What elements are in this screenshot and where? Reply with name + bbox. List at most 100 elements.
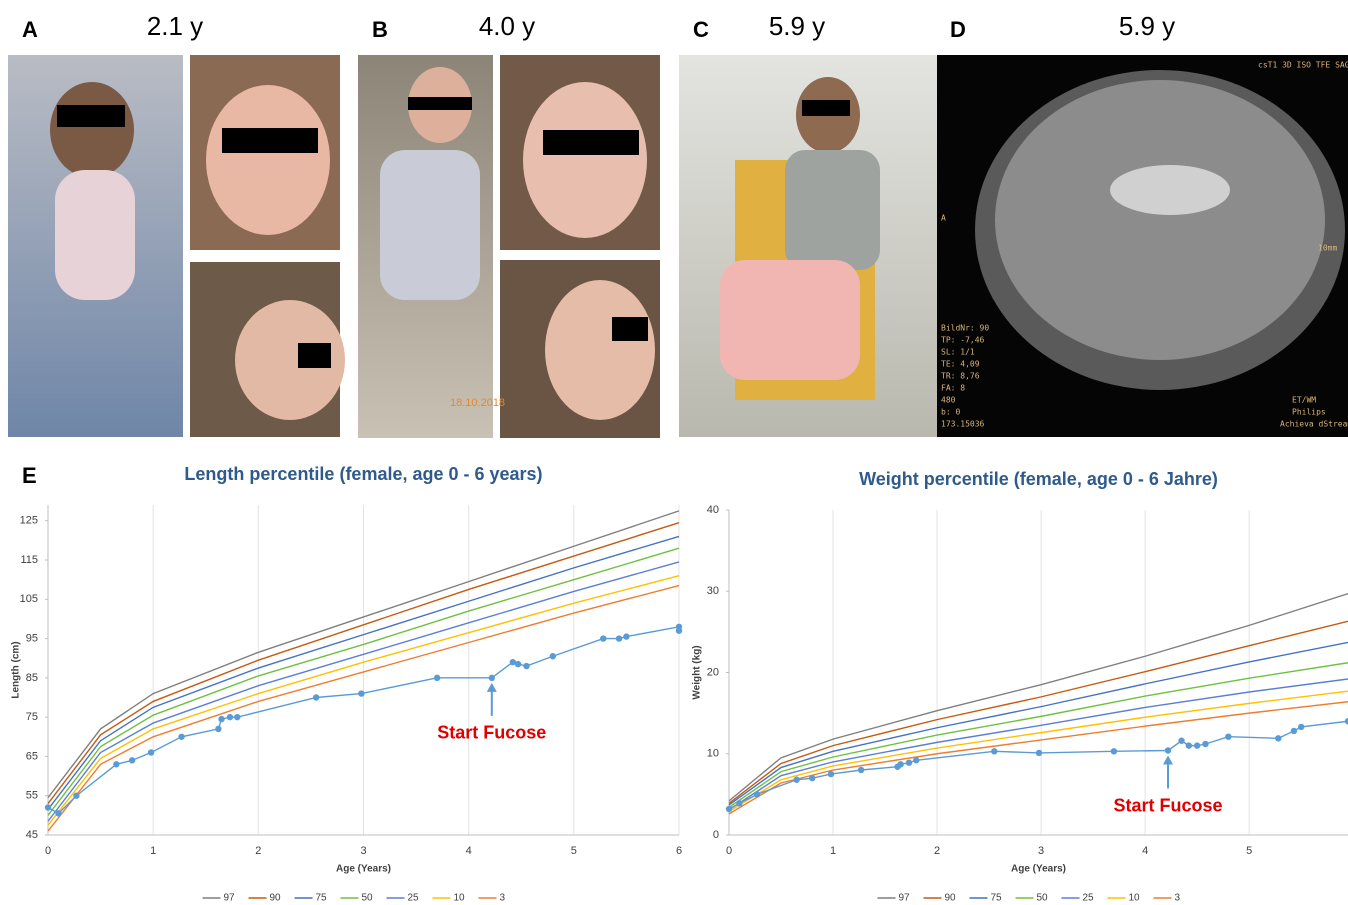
data-point (550, 653, 556, 659)
mri-text: 10mm (1318, 244, 1337, 253)
data-point (1298, 724, 1304, 730)
y-tick-label: 0 (713, 829, 719, 841)
panel-age: 5.9 y (1119, 11, 1175, 41)
data-point (726, 806, 732, 812)
data-point (227, 714, 233, 720)
legend-label: 3 (1175, 893, 1181, 904)
legend-label: 50 (1037, 893, 1049, 904)
legend-label: 25 (408, 893, 420, 904)
photo-detail (785, 150, 880, 270)
x-tick-label: 1 (830, 845, 836, 857)
data-point (754, 791, 760, 797)
data-point (1291, 728, 1297, 734)
page: 18.10.2018 csT1 3D ISO TFE SAG A 10mm Bi… (0, 0, 1348, 905)
mri-text: csT1 3D ISO TFE SAG (1258, 61, 1348, 70)
y-tick-label: 75 (26, 711, 38, 723)
data-point (489, 675, 495, 681)
data-point (858, 767, 864, 773)
annotation-arrowhead (487, 683, 497, 692)
x-tick-label: 4 (1142, 845, 1148, 857)
photo-detail (523, 82, 647, 238)
privacy-bar (543, 130, 639, 155)
line-series (729, 702, 1348, 814)
data-point (148, 749, 154, 755)
data-point (55, 810, 61, 816)
privacy-bar (57, 105, 125, 127)
y-axis-label: Length (cm) (11, 641, 22, 698)
legend-label: 50 (362, 893, 374, 904)
annotation-arrowhead (1163, 756, 1173, 765)
data-point (313, 694, 319, 700)
y-tick-label: 105 (20, 593, 38, 605)
data-point (616, 635, 622, 641)
data-point (623, 633, 629, 639)
data-point (1165, 747, 1171, 753)
panel-label: E (22, 463, 37, 488)
privacy-bar (222, 128, 318, 153)
data-point (73, 793, 79, 799)
legend-label: 90 (270, 893, 282, 904)
y-tick-label: 95 (26, 632, 38, 644)
data-point (1275, 735, 1281, 741)
legend-label: 10 (454, 893, 466, 904)
mri-detail (1110, 165, 1230, 215)
chart-title: Weight percentile (female, age 0 - 6 Jah… (859, 469, 1218, 489)
data-point (1202, 741, 1208, 747)
y-tick-label: 10 (707, 748, 719, 760)
x-tick-label: 2 (934, 845, 940, 857)
photo-date: 18.10.2018 (450, 397, 505, 409)
x-tick-label: 3 (1038, 845, 1044, 857)
photo-detail (206, 85, 330, 235)
data-point (1225, 733, 1231, 739)
panel-label: B (372, 17, 388, 42)
photo-detail (55, 170, 135, 300)
data-point (676, 628, 682, 634)
legend-label: 3 (500, 893, 506, 904)
y-tick-label: 40 (707, 504, 719, 516)
panel-age: 5.9 y (769, 11, 825, 41)
data-point (234, 714, 240, 720)
data-point (45, 804, 51, 810)
data-point (358, 690, 364, 696)
data-point (515, 661, 521, 667)
panel-label: D (950, 17, 966, 42)
legend-label: 10 (1129, 893, 1141, 904)
photo-detail (380, 150, 480, 300)
data-point (906, 759, 912, 765)
line-series (729, 679, 1348, 810)
mri-text: Achieva dStream (1280, 420, 1348, 429)
y-tick-label: 30 (707, 585, 719, 597)
privacy-bar (408, 97, 472, 110)
data-point (129, 757, 135, 763)
data-point (1036, 750, 1042, 756)
privacy-bar (612, 317, 648, 341)
privacy-bar (298, 343, 331, 368)
legend-label: 75 (316, 893, 328, 904)
data-point (178, 734, 184, 740)
data-point (600, 635, 606, 641)
mri-text: 173.15036 (941, 420, 985, 429)
data-point (215, 726, 221, 732)
data-point (897, 761, 903, 767)
y-tick-label: 20 (707, 666, 719, 678)
data-point (736, 800, 742, 806)
panel-age: 2.1 y (147, 11, 203, 41)
data-point (113, 761, 119, 767)
photo-detail (50, 82, 134, 178)
x-tick-label: 0 (45, 845, 51, 857)
mri-text: Philips (1292, 408, 1326, 417)
mri-text: TR: 8,76 (941, 372, 980, 381)
panel-age: 4.0 y (479, 11, 535, 41)
x-tick-label: 5 (1246, 845, 1252, 857)
figure: 18.10.2018 csT1 3D ISO TFE SAG A 10mm Bi… (0, 0, 1348, 905)
y-axis-label: Weight (kg) (692, 645, 703, 699)
mri-text: b: 0 (941, 408, 960, 417)
y-tick-label: 115 (20, 554, 38, 566)
mri-text: BildNr: 90 (941, 324, 989, 333)
mri-text: TP: -7,46 (941, 336, 985, 345)
mri-text: TE: 4,09 (941, 360, 980, 369)
annotation: Start Fucose (437, 723, 546, 743)
legend-label: 90 (945, 893, 957, 904)
legend-label: 75 (991, 893, 1003, 904)
legend-label: 97 (224, 893, 236, 904)
